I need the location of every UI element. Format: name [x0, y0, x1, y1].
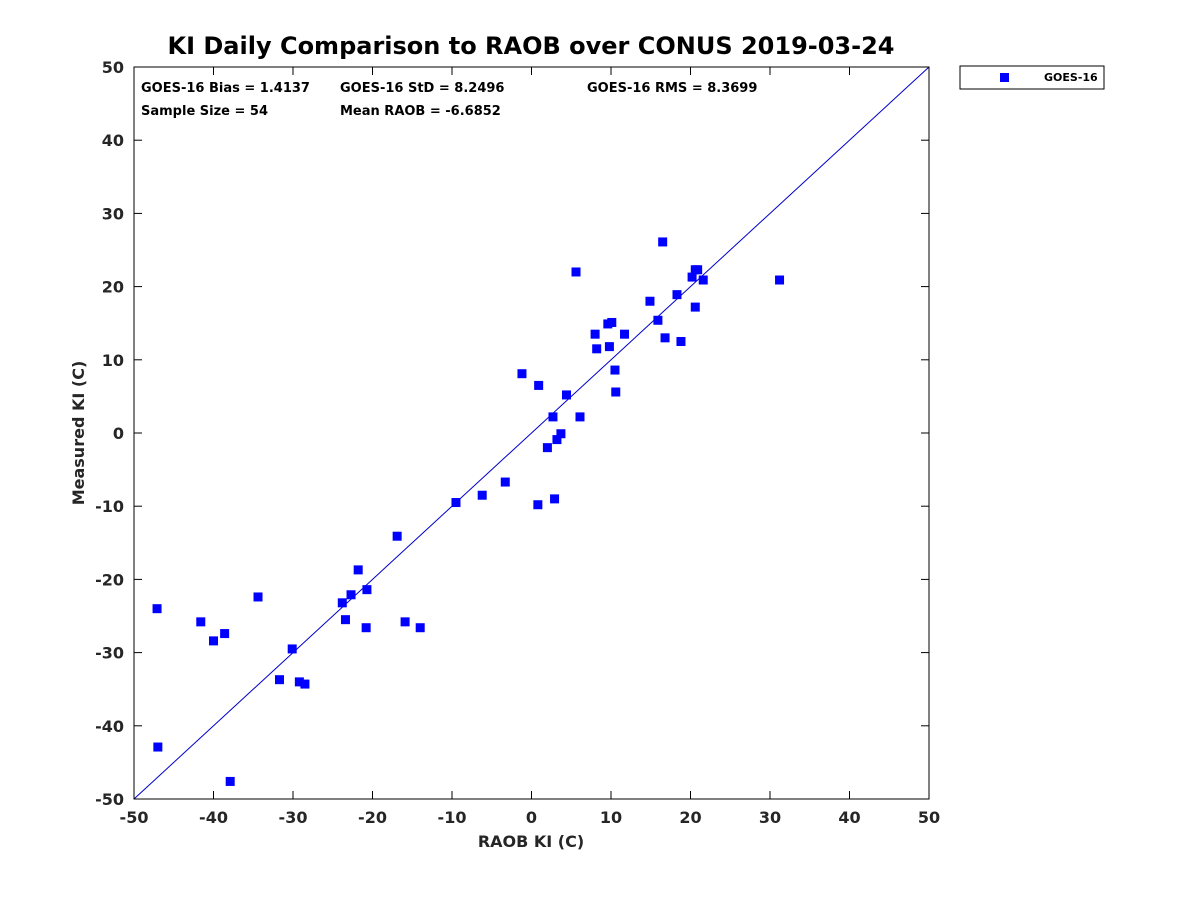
y-tick-label: 40	[102, 131, 124, 150]
x-axis-ticks: -50 -40 -30 -20 -10 0 10 20 30 40 50	[120, 67, 940, 827]
data-point	[698, 275, 708, 285]
data-point	[274, 675, 284, 685]
x-tick-label: 30	[759, 808, 781, 827]
y-axis-label: Measured KI (C)	[69, 361, 88, 506]
data-point	[620, 329, 630, 339]
data-point	[653, 315, 663, 325]
identity-line	[133, 66, 930, 800]
stat-rms: GOES-16 RMS = 8.3699	[587, 81, 757, 96]
x-tick-label: 40	[838, 808, 860, 827]
data-point	[225, 776, 235, 786]
data-point	[676, 337, 686, 346]
data-point	[645, 296, 655, 306]
legend-label: GOES-16	[1044, 71, 1098, 84]
y-tick-label: -50	[95, 790, 124, 809]
stat-std: GOES-16 StD = 8.2496	[340, 81, 504, 96]
data-point	[400, 617, 410, 627]
x-tick-label: -30	[279, 808, 308, 827]
y-tick-label: 20	[102, 278, 124, 297]
data-point	[517, 369, 527, 379]
data-point	[687, 272, 697, 282]
data-point	[690, 302, 700, 312]
y-axis-ticks: -50 -40 -30 -20 -10 0 10 20 30 40 50	[95, 58, 929, 809]
stat-sample-size: Sample Size = 54	[141, 104, 268, 119]
data-point	[561, 390, 571, 400]
x-tick-label: 20	[679, 808, 701, 827]
data-point	[534, 380, 544, 390]
data-point	[575, 412, 585, 422]
data-point	[196, 617, 206, 627]
y-tick-label: 10	[102, 351, 124, 370]
data-point	[152, 604, 162, 614]
data-point	[253, 592, 263, 602]
data-point	[556, 429, 566, 439]
data-point	[287, 644, 297, 654]
data-point	[542, 443, 552, 453]
y-tick-label: 50	[102, 58, 124, 77]
data-point	[362, 585, 372, 595]
y-tick-label: -30	[95, 644, 124, 663]
x-axis-label: RAOB KI (C)	[478, 832, 584, 851]
x-tick-label: -10	[438, 808, 467, 827]
data-point	[775, 275, 785, 285]
data-point	[337, 598, 347, 608]
stat-mean-raob: Mean RAOB = -6.6852	[340, 104, 501, 119]
data-point	[607, 317, 617, 327]
data-point	[693, 265, 703, 275]
data-point	[300, 679, 310, 689]
data-point	[590, 329, 600, 339]
data-point	[658, 237, 668, 247]
y-tick-label: -10	[95, 497, 124, 516]
data-point	[592, 344, 602, 354]
legend: GOES-16	[959, 65, 1105, 90]
data-point	[610, 365, 620, 375]
x-tick-label: 0	[526, 808, 537, 827]
data-point	[571, 267, 581, 277]
data-point	[672, 290, 682, 300]
data-point	[552, 435, 562, 445]
data-point	[353, 565, 363, 575]
data-point	[611, 387, 621, 397]
data-point	[548, 412, 558, 422]
data-point	[500, 477, 510, 487]
x-tick-label: 10	[600, 808, 622, 827]
x-tick-label: 50	[918, 808, 940, 827]
data-point	[415, 623, 425, 633]
legend-box	[959, 65, 1105, 90]
data-point	[220, 629, 230, 639]
data-point	[660, 333, 670, 343]
data-point	[346, 590, 356, 600]
x-tick-label: -20	[358, 808, 387, 827]
data-point	[604, 342, 614, 352]
data-point	[392, 531, 402, 541]
data-point	[153, 742, 163, 752]
data-point	[477, 490, 487, 500]
data-point	[550, 494, 560, 504]
x-tick-label: -50	[120, 808, 149, 827]
y-tick-label: 30	[102, 204, 124, 223]
data-point	[294, 677, 304, 687]
data-point	[209, 636, 218, 646]
y-tick-label: -20	[95, 570, 124, 589]
x-tick-label: -40	[199, 808, 228, 827]
data-point	[533, 500, 543, 510]
data-point	[361, 623, 371, 633]
y-tick-label: -40	[95, 717, 124, 736]
legend-marker	[1000, 73, 1009, 82]
data-point	[340, 615, 350, 625]
y-tick-label: 0	[113, 424, 124, 443]
data-point	[451, 498, 461, 508]
chart-title: KI Daily Comparison to RAOB over CONUS 2…	[168, 32, 895, 60]
stat-bias: GOES-16 Bias = 1.4137	[141, 81, 310, 96]
series-goes16-points	[152, 237, 785, 786]
